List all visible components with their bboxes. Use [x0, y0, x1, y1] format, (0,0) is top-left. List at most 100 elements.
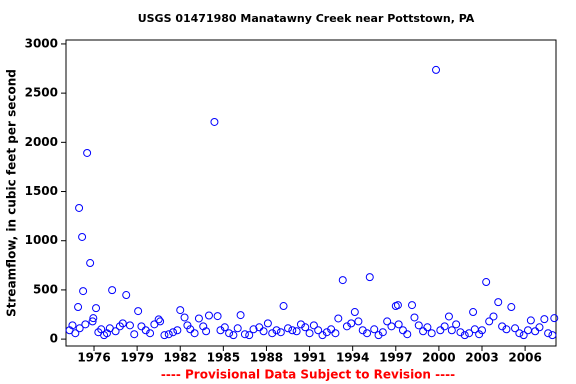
x-tick-label: 1997 [379, 351, 412, 365]
data-point [444, 312, 453, 321]
data-point [526, 316, 535, 325]
data-point [436, 326, 445, 335]
data-point [550, 314, 559, 323]
data-point [327, 325, 336, 334]
y-tick-label: 0 [50, 332, 58, 346]
data-point [125, 321, 134, 330]
footnote: ---- Provisional Data Subject to Revisio… [161, 368, 455, 382]
plot-frame [65, 39, 557, 347]
data-point [544, 329, 553, 338]
data-point [233, 324, 242, 333]
data-point [236, 311, 245, 320]
data-point [419, 327, 428, 336]
data-point [403, 330, 412, 339]
data-point [482, 278, 491, 287]
data-point [334, 314, 343, 323]
data-point [440, 322, 449, 331]
y-axis-label: Streamflow, in cubic feet per second [5, 69, 19, 317]
data-point [83, 148, 92, 157]
y-tick-label: 500 [33, 282, 58, 296]
y-tick-label: 2000 [25, 135, 58, 149]
data-point [507, 303, 516, 312]
x-tick-label: 1988 [250, 351, 283, 365]
data-point [288, 326, 297, 335]
data-point [263, 319, 272, 328]
data-point [240, 330, 249, 339]
data-point [213, 312, 222, 321]
data-point [531, 327, 540, 336]
x-tick-label: 1979 [120, 351, 153, 365]
data-point [331, 329, 340, 338]
data-point [515, 329, 524, 338]
x-tick-label: 2006 [508, 351, 541, 365]
data-point [292, 327, 301, 336]
data-point [81, 320, 90, 329]
data-point [71, 329, 80, 338]
data-point [210, 117, 219, 126]
data-point [130, 330, 139, 339]
data-point [202, 327, 211, 336]
data-point [347, 319, 356, 328]
data-point [519, 331, 528, 340]
data-point [220, 323, 229, 332]
data-point [204, 311, 213, 320]
data-point [314, 326, 323, 335]
data-point [469, 308, 478, 317]
data-point [548, 331, 557, 340]
data-point [255, 323, 264, 332]
data-point [180, 313, 189, 322]
data-point [79, 287, 88, 296]
data-point [115, 322, 124, 331]
y-tick-label: 3000 [25, 36, 58, 50]
data-point [414, 321, 423, 330]
data-point [259, 327, 268, 336]
data-point [370, 325, 379, 334]
data-point [354, 317, 363, 326]
x-tick-label: 2003 [465, 351, 498, 365]
data-point [88, 317, 97, 326]
data-point [485, 317, 494, 326]
data-point [460, 331, 469, 340]
data-point [363, 329, 372, 338]
data-point [146, 329, 155, 338]
data-point [156, 317, 165, 326]
x-tick-label: 1994 [336, 351, 369, 365]
y-tick-label: 1000 [25, 233, 58, 247]
data-point [194, 314, 203, 323]
data-point [173, 326, 182, 335]
data-point [410, 313, 419, 322]
data-point [305, 329, 314, 338]
data-point [383, 317, 392, 326]
data-point [447, 326, 456, 335]
data-point [279, 302, 288, 311]
data-point [394, 320, 403, 329]
y-tick-label: 2500 [25, 86, 58, 100]
y-tick-label: 1500 [25, 184, 58, 198]
data-point [540, 315, 549, 324]
data-point [75, 203, 84, 212]
data-point [186, 325, 195, 334]
data-point [245, 331, 254, 340]
data-point [452, 320, 461, 329]
data-point [74, 303, 83, 312]
data-point [75, 324, 84, 333]
data-point [387, 322, 396, 331]
data-point [494, 298, 503, 307]
data-point [465, 329, 474, 338]
chart-title: USGS 01471980 Manatawny Creek near Potts… [138, 12, 475, 25]
data-point [249, 325, 258, 334]
x-tick-label: 1985 [207, 351, 240, 365]
data-point [301, 323, 310, 332]
data-point [160, 331, 169, 340]
data-point [111, 327, 120, 336]
data-point [276, 328, 285, 337]
data-point [284, 324, 293, 333]
data-point [408, 301, 417, 310]
data-point [477, 326, 486, 335]
data-point [338, 276, 347, 285]
x-tick-label: 1976 [77, 351, 110, 365]
x-tick-label: 1982 [164, 351, 197, 365]
data-point [523, 326, 532, 335]
data-point [89, 314, 98, 323]
